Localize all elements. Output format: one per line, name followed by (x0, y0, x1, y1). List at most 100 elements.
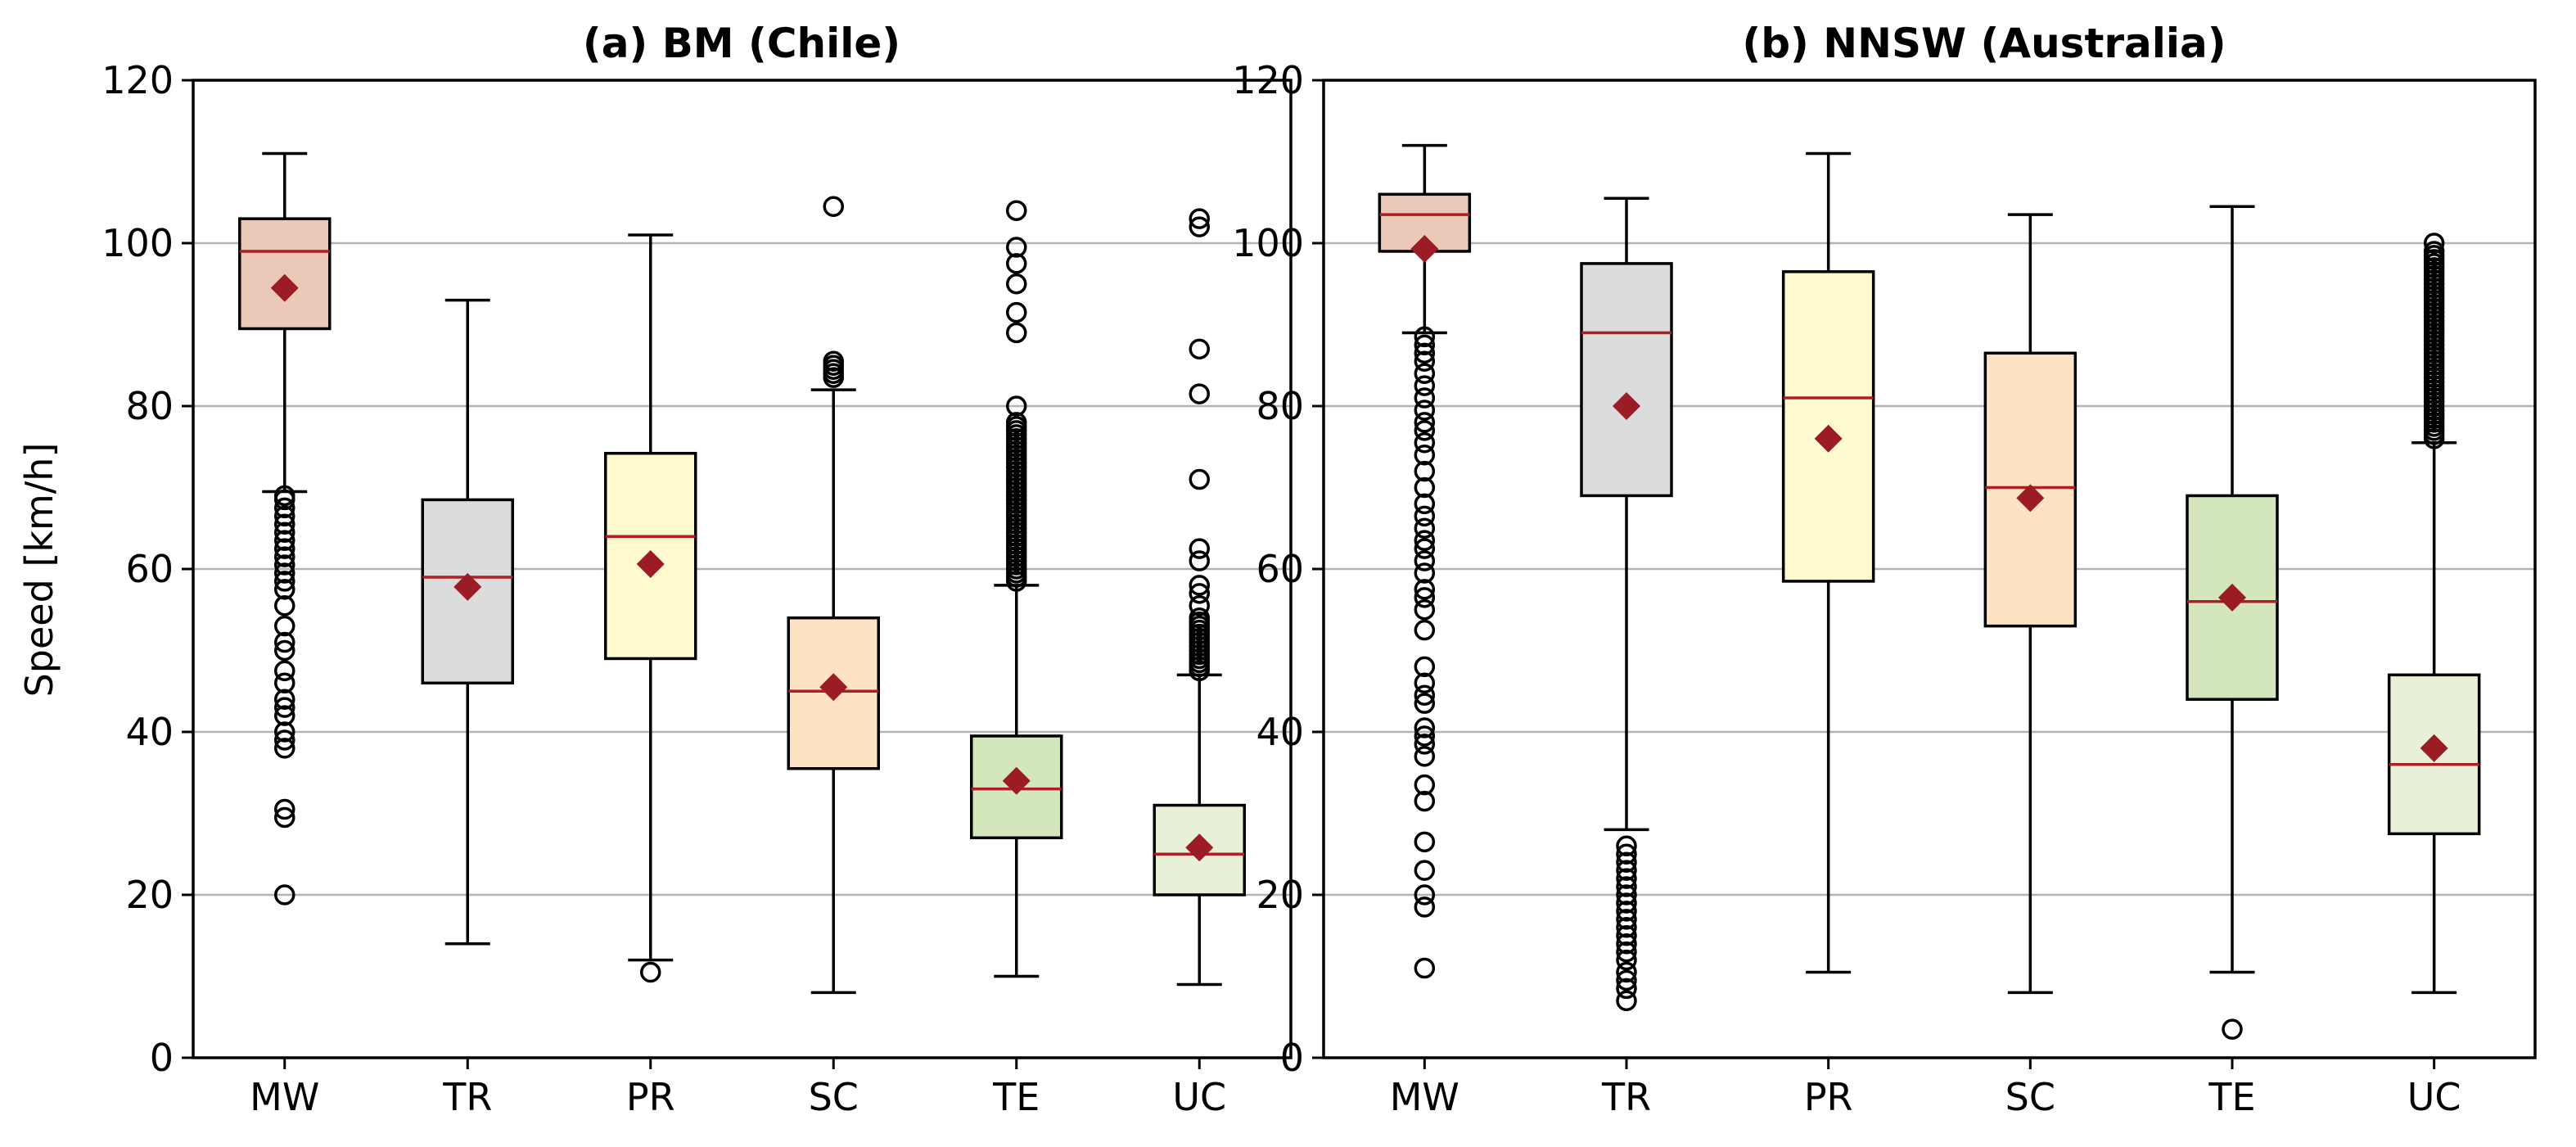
outlier-point (1616, 860, 1637, 881)
outlier-point (1616, 851, 1637, 873)
mean-marker (2218, 583, 2246, 612)
mean-marker (1613, 392, 1640, 420)
outlier-point (1414, 538, 1436, 559)
box-tr (1580, 196, 1673, 1012)
outlier-point (274, 639, 295, 662)
outlier-point (274, 538, 295, 559)
box-pr (604, 233, 697, 983)
outlier-point (1414, 774, 1436, 796)
panel-title: (b) NNSW (Australia) (1742, 20, 2226, 67)
outlier-point (1414, 363, 1436, 384)
outlier-point (1006, 395, 1027, 417)
mean-marker (2016, 484, 2045, 513)
outlier-point (2222, 1018, 2243, 1040)
outlier-point (1414, 412, 1436, 433)
outlier-point (1414, 672, 1436, 694)
box-pr (1781, 151, 1875, 974)
y-tick-label: 80 (125, 384, 174, 428)
outlier-point (274, 672, 295, 694)
outlier-point (1414, 476, 1436, 499)
mean-marker (2420, 734, 2448, 762)
outlier-point (1414, 684, 1436, 706)
outlier-point (1616, 843, 1637, 865)
outlier-point (1414, 579, 1436, 600)
outlier-point (1414, 884, 1436, 905)
outlier-point (274, 485, 295, 507)
x-tick-label: MW (1390, 1075, 1459, 1119)
outlier-point (274, 697, 295, 718)
outlier-point (1414, 831, 1436, 853)
outlier-point (823, 196, 844, 217)
box-te (2186, 205, 2279, 1040)
outlier-point (1414, 957, 1436, 979)
outlier-point (1414, 505, 1436, 527)
outlier-point (1616, 941, 1637, 963)
outlier-point (1006, 301, 1027, 323)
outlier-point (1006, 322, 1027, 344)
mean-marker (819, 673, 848, 702)
outlier-point (1414, 387, 1436, 409)
outlier-point (1414, 334, 1436, 356)
outlier-point (1616, 917, 1637, 938)
outlier-point (274, 631, 295, 653)
outlier-point (274, 729, 295, 751)
outlier-point (1616, 949, 1637, 971)
iqr-box (970, 734, 1063, 840)
y-tick-label: 40 (1256, 710, 1304, 754)
outlier-point (1616, 933, 1637, 955)
outlier-point (1414, 717, 1436, 738)
outlier-point (1414, 562, 1436, 584)
y-tick-label: 40 (125, 710, 174, 754)
y-tick-label: 100 (1232, 221, 1304, 265)
outlier-point (274, 522, 295, 543)
outlier-point (1189, 607, 1210, 629)
x-tick-label: UC (2407, 1075, 2461, 1119)
plot-frame (192, 79, 1293, 1059)
outlier-point (1189, 338, 1210, 360)
outlier-point (1006, 237, 1027, 258)
y-tick-label: 20 (1256, 873, 1304, 917)
y-tick-label: 120 (1232, 58, 1304, 102)
x-tick-label: MW (250, 1075, 319, 1119)
outlier-point (274, 738, 295, 759)
outlier-point (274, 689, 295, 710)
box-sc (787, 196, 880, 995)
outlier-point (1414, 375, 1436, 396)
x-tick-label: PR (626, 1075, 675, 1119)
outlier-point (1616, 990, 1637, 1012)
mean-marker (1002, 766, 1031, 795)
outlier-point (1414, 444, 1436, 466)
x-tick-label: UC (1172, 1075, 1226, 1119)
outlier-point (1189, 595, 1210, 616)
outlier-point (1189, 575, 1210, 596)
outlier-point (1616, 835, 1637, 857)
y-tick-label: 120 (102, 58, 174, 102)
outlier-point (1616, 868, 1637, 889)
x-tick-label: PR (1804, 1075, 1853, 1119)
x-tick-label: TR (442, 1075, 492, 1119)
y-tick-label: 100 (102, 221, 174, 265)
outlier-point (1189, 583, 1210, 604)
outlier-point (1414, 734, 1436, 755)
outlier-point (1616, 961, 1637, 983)
outlier-point (274, 721, 295, 743)
outlier-point (1414, 550, 1436, 571)
x-tick-label: TE (2208, 1075, 2255, 1119)
panel-title: (a) BM (Chile) (583, 20, 900, 67)
outlier-point (1414, 587, 1436, 608)
outlier-point (274, 884, 295, 905)
outlier-point (1006, 253, 1027, 274)
outlier-point (1414, 746, 1436, 767)
outlier-point (1414, 790, 1436, 812)
box-mw (238, 151, 332, 905)
outlier-point (1414, 460, 1436, 482)
outlier-point (1006, 200, 1027, 221)
plot-frame (1322, 79, 2537, 1059)
outlier-point (1616, 876, 1637, 897)
panel-bm-chile: 0 20 40 60 80 100 120 MW TR PR SC TE UC (a) BM (Chile… (102, 20, 1293, 1119)
outlier-point (274, 513, 295, 535)
iqr-box (238, 217, 332, 331)
outlier-point (1414, 530, 1436, 551)
outlier-point (1414, 350, 1436, 373)
